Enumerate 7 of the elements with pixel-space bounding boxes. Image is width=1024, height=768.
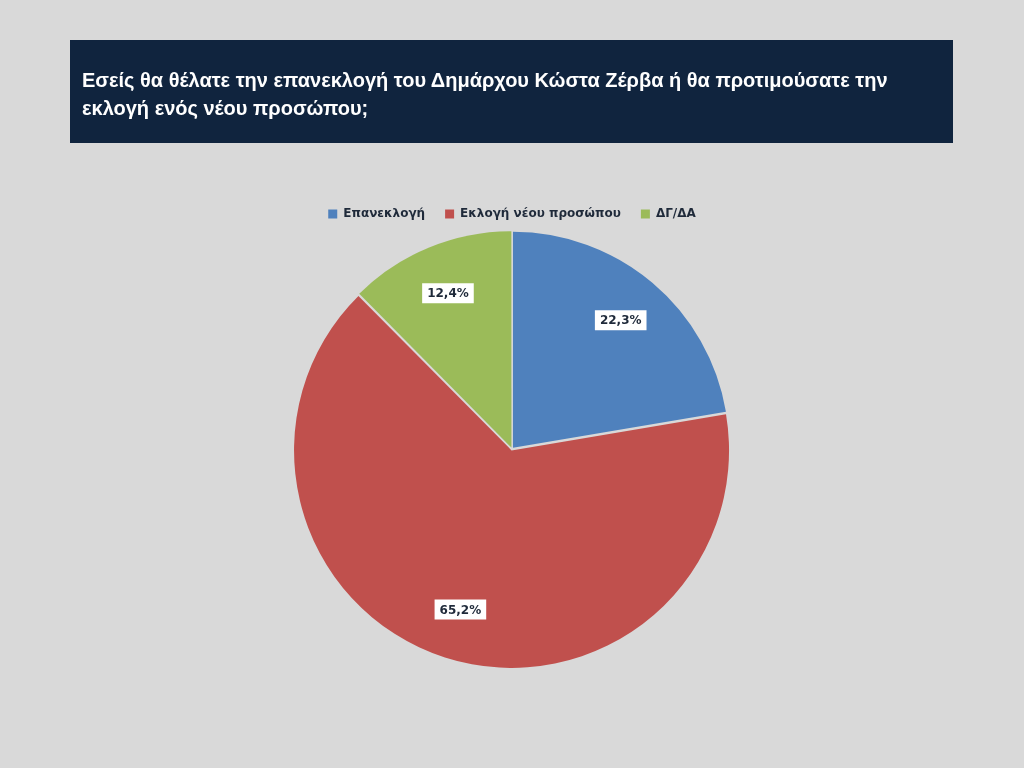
data-label: 22,3% [599,313,642,328]
legend-label: Επανεκλογή [343,206,426,221]
legend-label: Εκλογή νέου προσώπου [460,206,621,221]
legend-label: ΔΓ/ΔΑ [655,206,697,221]
data-label: 65,2% [439,602,482,617]
chart-title: Εσείς θα θέλατε την επανεκλογή του Δημάρχου Κώστα Ζέρβα ή θα προτιμούσατε την εκλογή ενός νέου προσώπου; [70,40,953,143]
data-label: 12,4% [427,286,469,301]
